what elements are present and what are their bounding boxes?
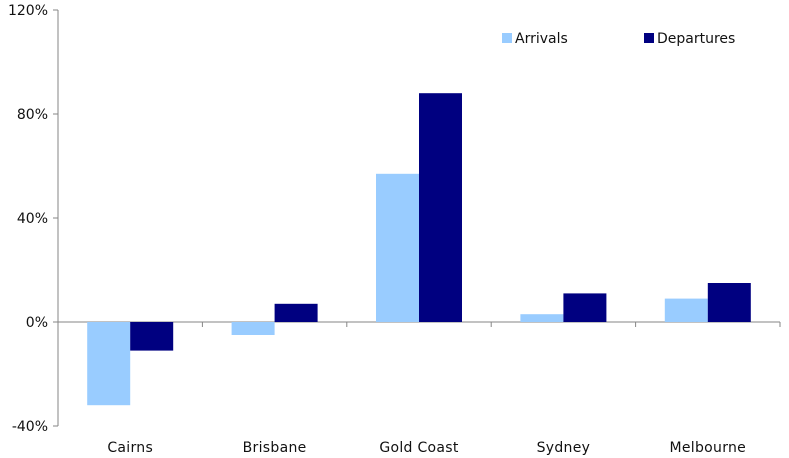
bars-group bbox=[87, 93, 751, 406]
legend-label-departures: Departures bbox=[657, 31, 735, 47]
bar-departures-sydney bbox=[563, 293, 607, 322]
y-tick-label: 0% bbox=[26, 315, 48, 331]
y-tick-label: 120% bbox=[8, 3, 48, 19]
legend: Arrivals Departures bbox=[502, 31, 735, 47]
legend-swatch-arrivals bbox=[502, 33, 512, 43]
bar-arrivals-gold-coast bbox=[376, 173, 419, 322]
y-tick-label: 40% bbox=[17, 211, 48, 227]
x-category-label: Sydney bbox=[537, 440, 591, 456]
bar-departures-melbourne bbox=[707, 283, 751, 322]
category-labels: Cairns Brisbane Gold Coast Sydney Melbourne bbox=[107, 440, 746, 456]
x-category-label: Gold Coast bbox=[379, 440, 459, 456]
bar-arrivals-cairns bbox=[87, 322, 131, 406]
y-tick-label: 80% bbox=[17, 107, 48, 123]
bar-arrivals-brisbane bbox=[231, 322, 275, 335]
bar-departures-cairns bbox=[130, 322, 174, 351]
bar-departures-gold-coast bbox=[419, 93, 462, 322]
y-axis-ticks: -40% 0% 40% 80% 120% bbox=[8, 3, 58, 435]
x-category-label: Brisbane bbox=[243, 440, 307, 456]
bar-departures-brisbane bbox=[274, 303, 318, 322]
x-axis-ticks bbox=[57, 322, 781, 327]
bar-arrivals-melbourne bbox=[664, 298, 708, 322]
y-tick-label: -40% bbox=[12, 419, 48, 435]
x-category-label: Melbourne bbox=[669, 440, 746, 456]
bar-arrivals-sydney bbox=[520, 314, 564, 322]
legend-label-arrivals: Arrivals bbox=[515, 31, 568, 47]
legend-swatch-departures bbox=[644, 33, 654, 43]
x-category-label: Cairns bbox=[107, 440, 153, 456]
